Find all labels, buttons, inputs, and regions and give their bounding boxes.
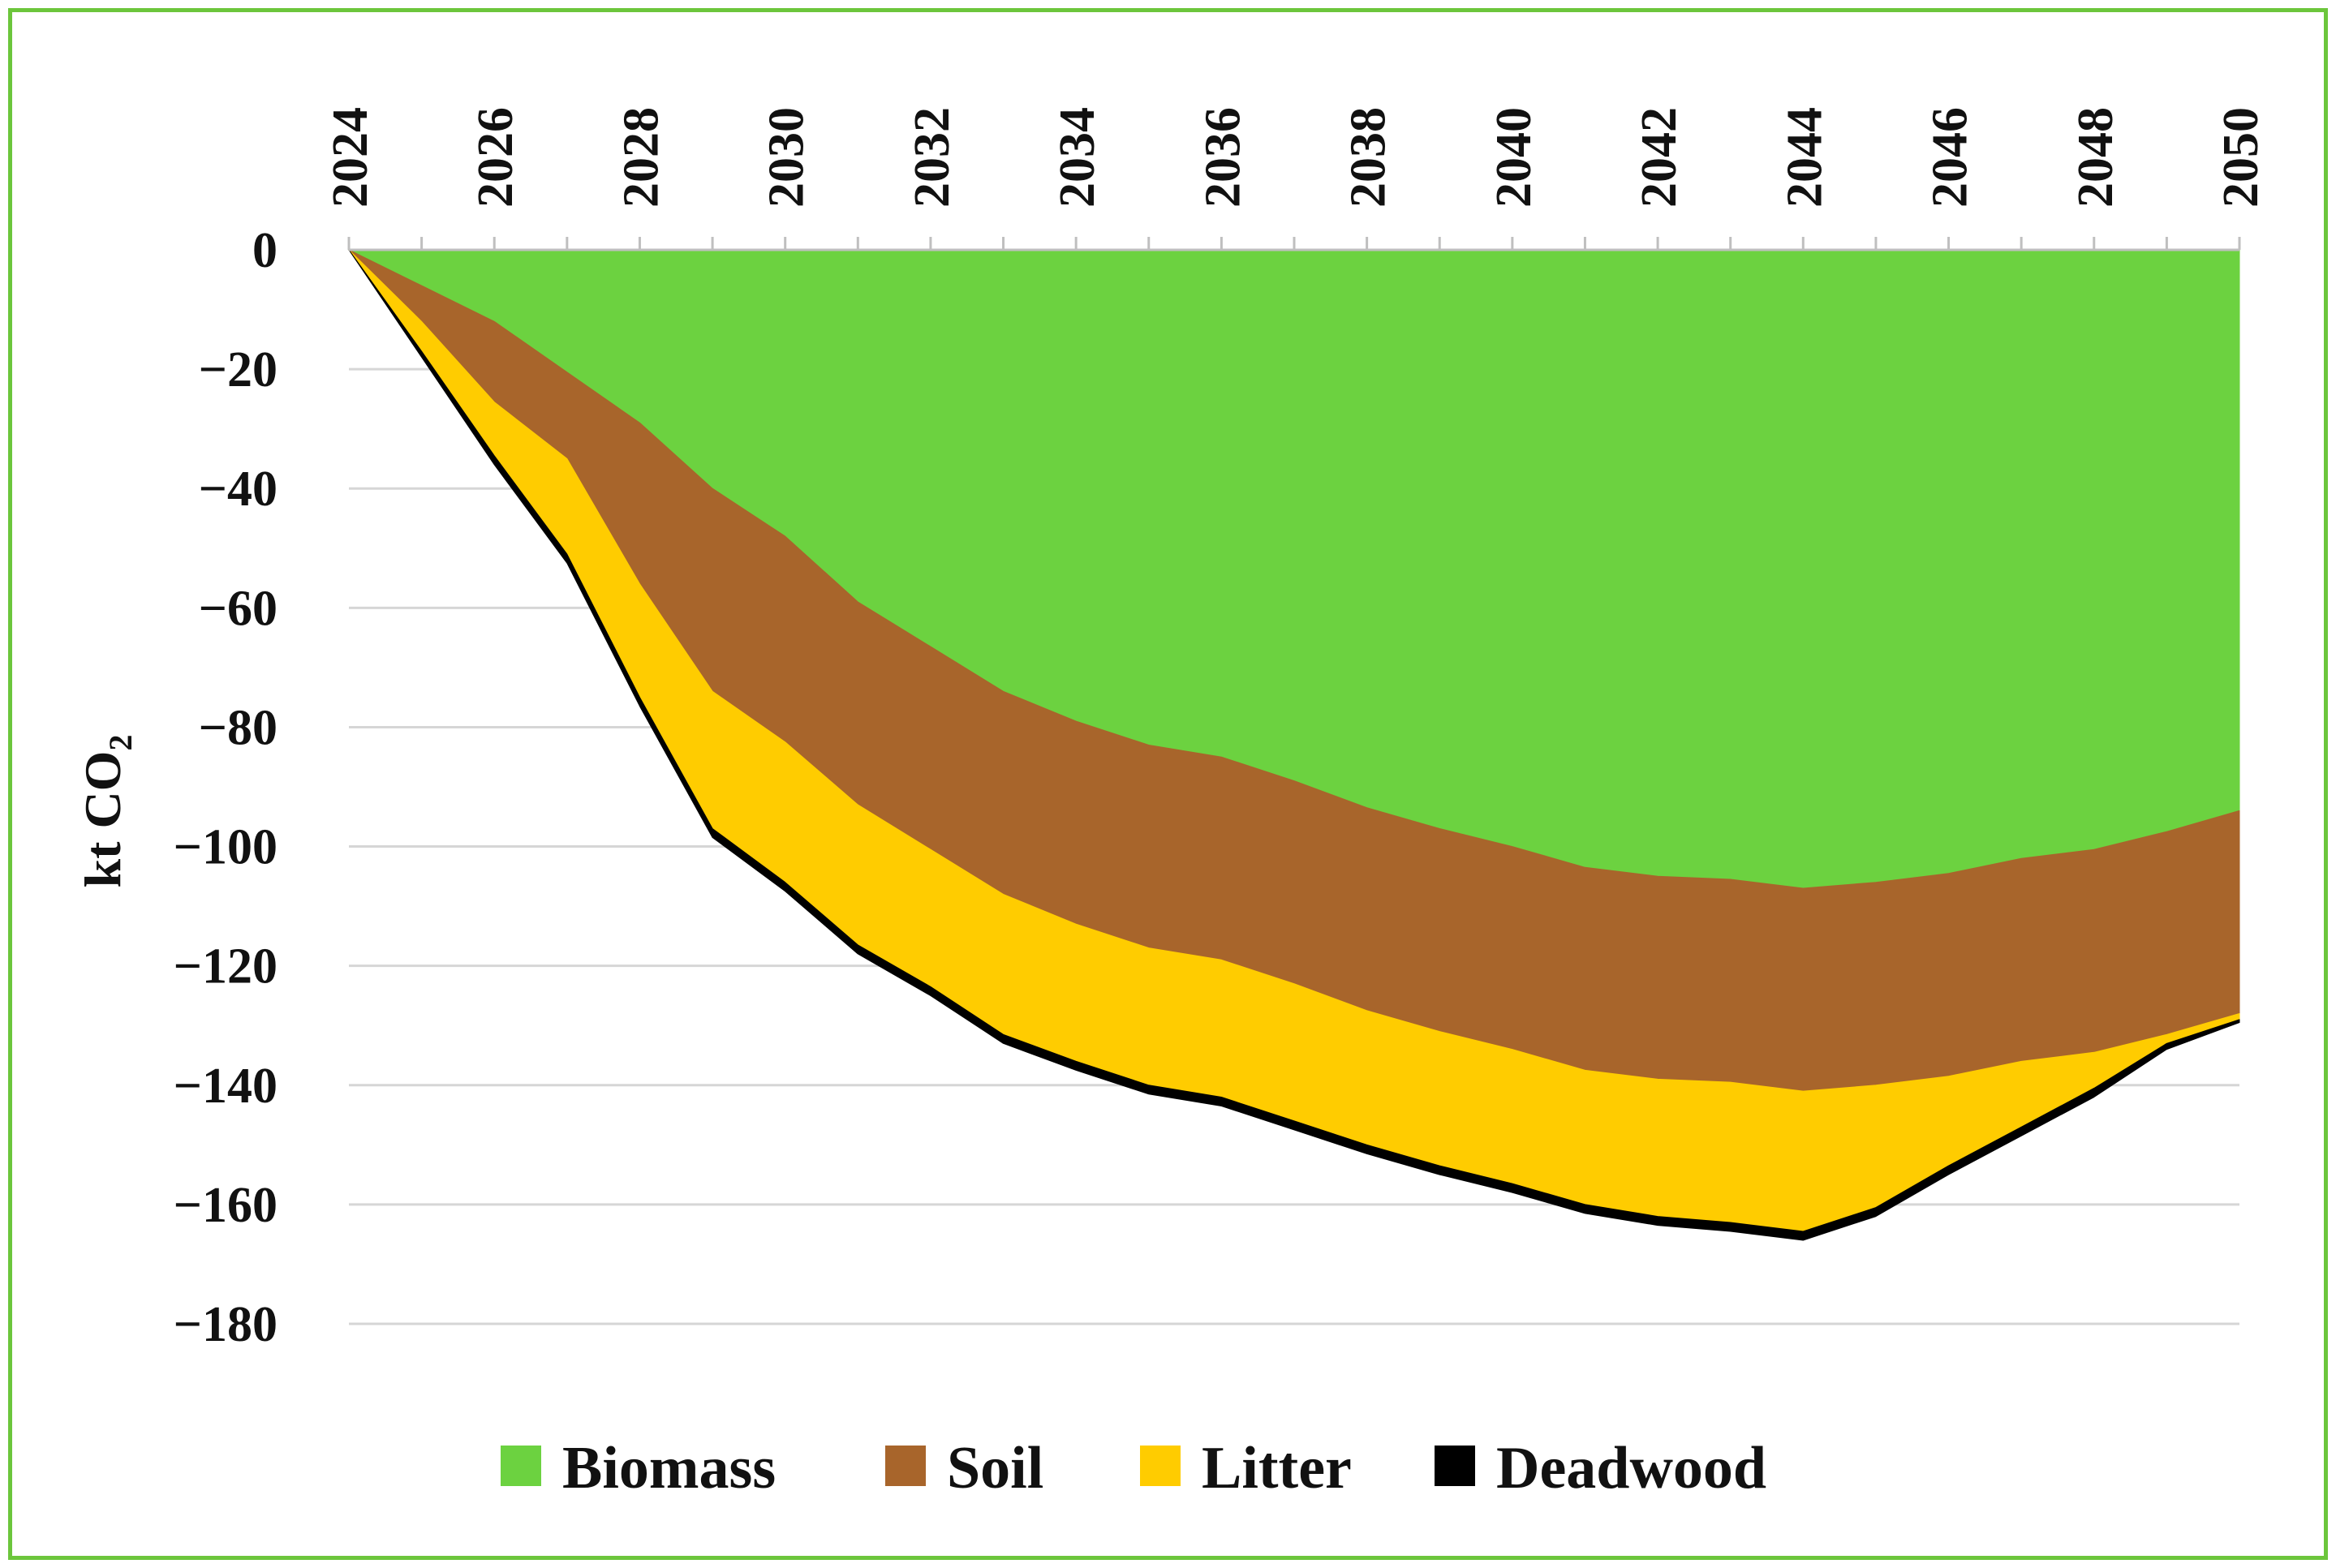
- x-tick-label-3: 2030: [759, 107, 815, 208]
- x-tick-label-9: 2042: [1632, 107, 1687, 208]
- area-series: [349, 250, 2239, 1240]
- legend-swatch-litter: [1140, 1446, 1181, 1486]
- legend-swatch-biomass: [501, 1446, 541, 1486]
- y-axis-title: kt CO2: [74, 735, 139, 888]
- stacked-area-chart: 2024 2026 2028 2030 2032 2034 2036 2038 2040 2042…: [0, 0, 2336, 1568]
- legend-swatch-soil: [885, 1446, 926, 1486]
- y-tick-label-0: 0: [252, 223, 277, 278]
- x-tick-label-4: 2032: [905, 107, 960, 208]
- x-axis-ticks: 2024 2026 2028 2030 2032 2034 2036 2038 2040 2042…: [323, 107, 2269, 250]
- legend-label-soil: Soil: [947, 1435, 1043, 1501]
- x-tick-label-5: 2034: [1050, 107, 1105, 208]
- legend-label-biomass: Biomass: [562, 1435, 776, 1501]
- y-tick-label-2: −40: [199, 462, 277, 517]
- y-tick-label-8: −160: [174, 1178, 277, 1233]
- y-tick-label-9: −180: [174, 1297, 277, 1352]
- y-tick-label-6: −120: [174, 939, 277, 994]
- legend-label-deadwood: Deadwood: [1496, 1435, 1766, 1501]
- x-tick-label-8: 2040: [1486, 107, 1542, 208]
- legend-swatch-deadwood: [1435, 1446, 1475, 1486]
- y-axis-ticks: 0 −20 −40 −60 −80 −100 −120 −140 −160 −180: [174, 223, 277, 1352]
- y-tick-label-4: −80: [199, 700, 277, 755]
- x-tick-label-13: 2050: [2213, 107, 2269, 208]
- x-tick-label-6: 2036: [1195, 107, 1250, 208]
- x-tick-label-11: 2046: [1923, 107, 1978, 208]
- y-tick-label-1: −20: [199, 342, 277, 397]
- x-tick-label-1: 2026: [468, 107, 523, 208]
- y-tick-label-7: −140: [174, 1059, 277, 1114]
- legend: Biomass Soil Litter Deadwood: [501, 1435, 1766, 1501]
- legend-label-litter: Litter: [1202, 1435, 1352, 1501]
- y-tick-label-3: −60: [199, 581, 277, 636]
- x-tick-label-0: 2024: [323, 107, 378, 208]
- x-tick-label-12: 2048: [2068, 107, 2123, 208]
- y-tick-label-5: −100: [174, 820, 277, 875]
- x-tick-label-7: 2038: [1341, 107, 1396, 208]
- x-tick-label-10: 2044: [1777, 107, 1832, 208]
- x-tick-label-2: 2028: [614, 107, 669, 208]
